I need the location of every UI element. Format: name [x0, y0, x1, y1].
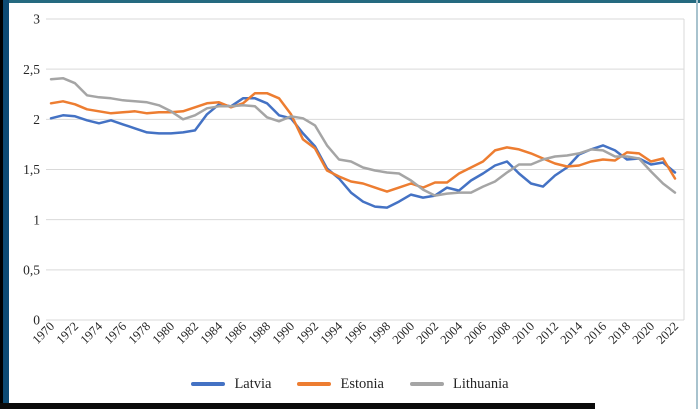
window-border-right: [696, 0, 698, 409]
x-axis-tick-label: 1980: [150, 319, 178, 347]
legend-label-lithuania: Lithuania: [452, 375, 509, 392]
x-axis-tick-label: 2008: [486, 319, 514, 347]
x-axis-tick-label: 2006: [462, 319, 490, 347]
window-border-top: [0, 0, 700, 3]
x-axis-tick-label: 2002: [414, 319, 442, 347]
series-line-latvia: [49, 97, 677, 209]
window-border-bottom: [0, 403, 595, 409]
x-axis-tick-label: 1996: [342, 319, 370, 347]
y-axis-tick-label: 0: [33, 313, 40, 328]
x-axis-tick-label: 2000: [390, 319, 418, 347]
y-axis-tick-label: 1: [33, 212, 40, 227]
x-axis-tick-label: 2020: [630, 319, 658, 347]
x-axis-tick-label: 1972: [54, 319, 82, 347]
y-axis-tick-label: 2,5: [23, 62, 40, 77]
x-axis-tick-label: 1978: [126, 319, 154, 347]
legend-line-swatch-lithuania: [409, 382, 444, 386]
x-axis-tick-label: 1982: [174, 319, 202, 347]
legend-line-swatch-latvia: [191, 382, 226, 386]
x-axis-tick-label: 1994: [318, 319, 346, 347]
x-axis-tick-label: 2018: [606, 319, 634, 347]
y-axis-tick-label: 1,5: [23, 162, 40, 177]
series-line-estonia: [49, 91, 677, 193]
legend-label-latvia: Latvia: [234, 375, 272, 392]
legend-line-swatch-estonia: [297, 382, 332, 386]
x-axis-tick-label: 1986: [222, 319, 250, 347]
x-axis-tick-label: 1988: [246, 319, 274, 347]
chart-legend: Latvia Estonia Lithuania: [10, 372, 690, 396]
y-axis-tick-label: 3: [33, 12, 40, 27]
y-axis-tick-label: 0,5: [23, 262, 40, 277]
legend-item-lithuania: Lithuania: [409, 375, 509, 392]
legend-item-estonia: Estonia: [297, 377, 384, 392]
legend-label-estonia: Estonia: [340, 375, 384, 392]
x-axis-tick-label: 1984: [198, 319, 226, 347]
x-axis-tick-label: 1974: [78, 319, 106, 347]
x-axis-tick-label: 1992: [294, 319, 322, 347]
x-axis-tick-label: 2004: [438, 319, 466, 347]
series-line-lithuania: [49, 76, 677, 197]
window-border-left-outer: [0, 0, 3, 403]
x-axis-tick-label: 2016: [582, 319, 610, 347]
x-axis-tick-label: 1998: [366, 319, 394, 347]
x-axis-tick-label: 1976: [102, 319, 130, 347]
window-border-left-inner: [3, 0, 9, 403]
gridlines: 3 2,5 2 1,5 1 0,5 0: [23, 12, 685, 328]
x-axis-tick-label: 2012: [534, 319, 562, 347]
y-axis-tick-label: 2: [33, 112, 40, 127]
x-axis-tick-labels: 1970197219741976197819801982198419861988…: [30, 319, 682, 347]
x-axis-tick-label: 1990: [270, 319, 298, 347]
x-axis-tick-label: 2010: [510, 319, 538, 347]
legend-item-latvia: Latvia: [191, 377, 271, 392]
x-axis-tick-label: 2014: [558, 319, 586, 347]
fertility-line-chart: 3 2,5 2 1,5 1 0,5 0197019721974197619781980198…: [23, 12, 685, 347]
x-axis-tick-label: 2022: [654, 319, 682, 347]
